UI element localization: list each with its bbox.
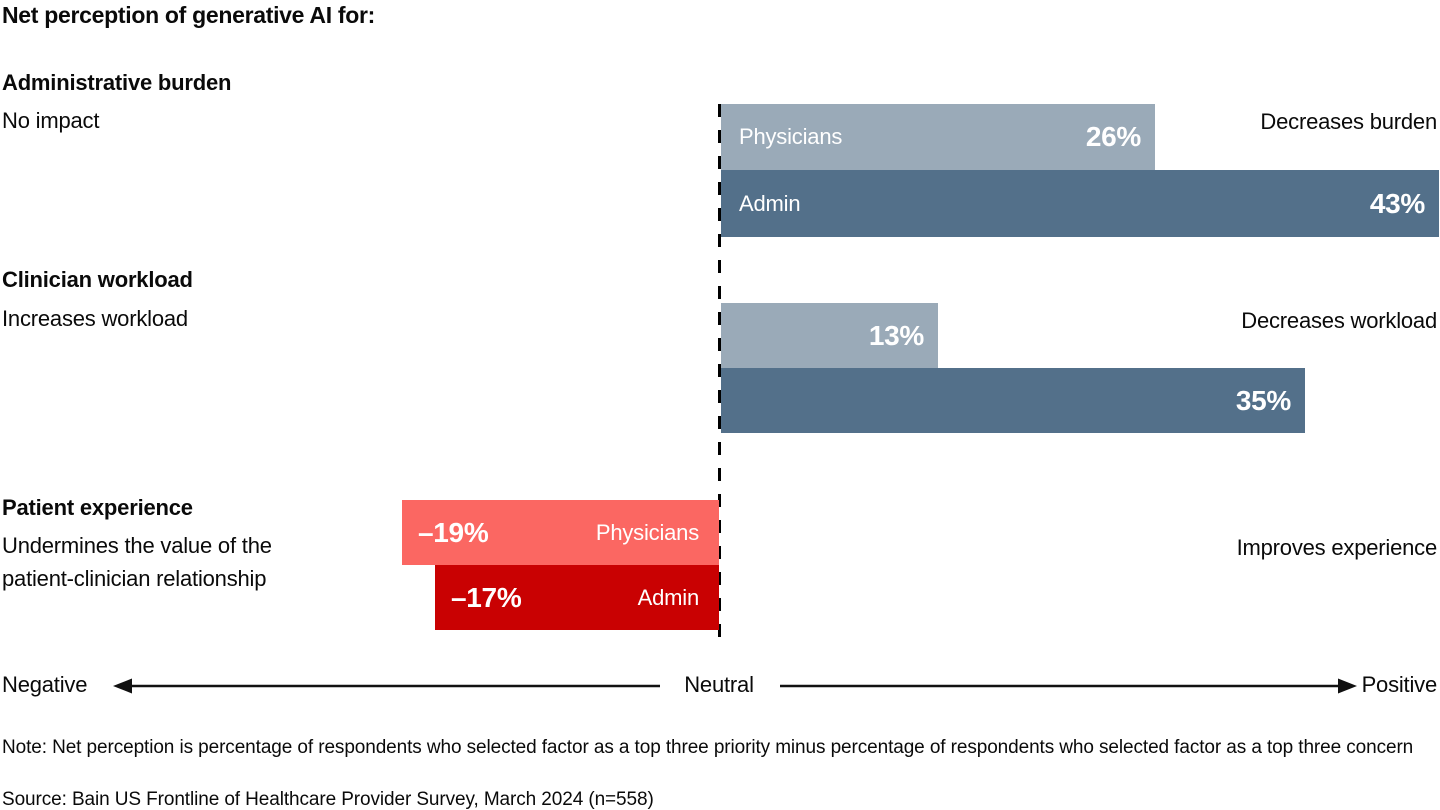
positive-side-label-decreases-burden: Decreases burden: [1260, 109, 1437, 134]
section-heading-administrative-burden: Administrative burden: [2, 70, 232, 95]
axis-arrow-right: [780, 678, 1357, 694]
bar-patient-experience-physicians: –19% Physicians: [402, 500, 719, 565]
negative-side-label-undermines-line1: Undermines the value of the: [2, 533, 272, 558]
axis-label-neutral: Neutral: [684, 672, 754, 697]
positive-side-label-decreases-workload: Decreases workload: [1241, 308, 1437, 333]
axis-arrows: [113, 678, 1357, 694]
positive-side-label-improves-experience: Improves experience: [1236, 535, 1438, 560]
bar-patient-experience-admin: –17% Admin: [435, 565, 719, 630]
bar-value-label: 13%: [868, 319, 924, 351]
bar-value-label: 43%: [1369, 187, 1425, 219]
neutral-dashed-line: [718, 104, 721, 642]
section-heading-clinician-workload: Clinician workload: [2, 267, 193, 292]
bar-series-label: Physicians: [595, 519, 699, 545]
bar-series-label: Physicians: [739, 124, 843, 149]
axis-label-positive: Positive: [1361, 672, 1438, 697]
negative-side-label-undermines-line2: patient-clinician relationship: [2, 566, 267, 591]
axis-label-negative: Negative: [2, 672, 88, 697]
axis-arrow-left: [113, 678, 660, 694]
negative-side-label-increases-workload: Increases workload: [2, 306, 188, 331]
bar-admin-burden-physicians: Physicians 26%: [721, 104, 1155, 170]
bar-value-label: 26%: [1085, 121, 1141, 152]
chart-title: Net perception of generative AI for:: [2, 2, 376, 28]
bar-series-label: Admin: [637, 584, 700, 610]
bar-value-label: –19%: [418, 516, 489, 548]
bar-value-label: –17%: [451, 581, 522, 613]
bar-clinician-workload-admin: 35%: [721, 368, 1305, 433]
bar-clinician-workload-physicians: 13%: [721, 303, 938, 368]
chart-note: Note: Net perception is percentage of re…: [2, 737, 1414, 758]
bar-value-label: 35%: [1235, 384, 1291, 416]
negative-side-label-no-impact: No impact: [2, 108, 100, 133]
chart-source: Source: Bain US Frontline of Healthcare …: [2, 789, 654, 810]
bar-series-label: Admin: [739, 190, 801, 216]
section-heading-patient-experience: Patient experience: [2, 495, 193, 520]
bar-admin-burden-admin: Admin 43%: [721, 170, 1439, 237]
